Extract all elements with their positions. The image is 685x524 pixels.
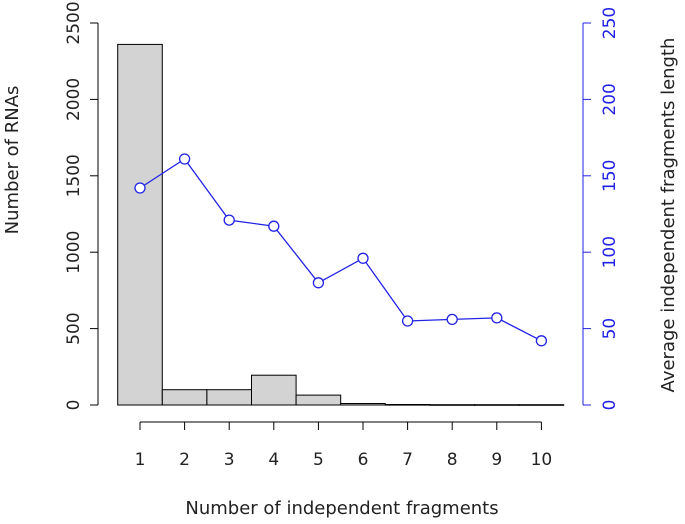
line-point-10 (535, 335, 548, 347)
bar-4 (251, 374, 297, 406)
bar-3 (206, 389, 252, 406)
left-tick-label-1500: 1500 (64, 154, 84, 197)
bar-1 (117, 43, 163, 406)
line-point-8 (446, 313, 458, 326)
line-point-3 (223, 214, 235, 226)
bottom-tick-label-5: 5 (313, 450, 324, 470)
right-tick-label-150: 150 (600, 160, 620, 192)
bar-5 (295, 394, 342, 406)
bar-2 (161, 389, 208, 406)
bar-7 (384, 404, 431, 406)
line-point-1 (134, 182, 146, 194)
line-point-6 (357, 252, 369, 264)
bottom-tick-label-3: 3 (224, 450, 235, 470)
bottom-tick-label-6: 6 (358, 450, 369, 470)
left-axis: 0 500 1000 1500 2000 2500 (64, 1, 99, 411)
bar-9 (474, 404, 520, 406)
line-point-4 (268, 220, 280, 232)
left-tick-label-1000: 1000 (64, 231, 84, 274)
right-axis: 0 50 100 150 200 250 (582, 7, 620, 411)
line-point-5 (312, 277, 325, 289)
line-point-2 (178, 153, 191, 165)
bars-group (117, 43, 565, 406)
left-tick-label-2500: 2500 (64, 1, 84, 44)
bottom-tick-label-10: 10 (531, 450, 553, 470)
bottom-tick-label-8: 8 (447, 450, 458, 470)
y-axis-title: Number of RNAs (2, 86, 23, 235)
line-point-7 (401, 315, 414, 327)
bar-10 (518, 404, 565, 406)
right-tick-label-250: 250 (600, 7, 620, 39)
right-tick-label-50: 50 (600, 318, 620, 340)
right-tick-label-0: 0 (600, 400, 620, 411)
bottom-axis: 1 2 3 4 5 6 7 8 9 10 (135, 421, 553, 470)
bar-6 (340, 403, 386, 406)
bottom-tick-label-1: 1 (135, 450, 146, 470)
bottom-tick-label-4: 4 (268, 450, 279, 470)
bottom-tick-label-7: 7 (402, 450, 413, 470)
right-tick-label-200: 200 (600, 83, 620, 115)
line-series-group (134, 153, 548, 347)
left-tick-label-2000: 2000 (64, 78, 84, 121)
bottom-tick-label-9: 9 (491, 450, 502, 470)
x-axis-title: Number of independent fragments (185, 498, 498, 519)
y2-axis-title: Average independent fragments length (658, 38, 679, 393)
bottom-tick-label-2: 2 (179, 450, 190, 470)
left-tick-label-0: 0 (64, 400, 84, 411)
right-tick-label-100: 100 (600, 236, 620, 268)
average-length-line (139, 158, 542, 342)
line-point-9 (491, 312, 503, 324)
left-tick-label-500: 500 (64, 312, 84, 344)
bar-8 (429, 404, 475, 406)
